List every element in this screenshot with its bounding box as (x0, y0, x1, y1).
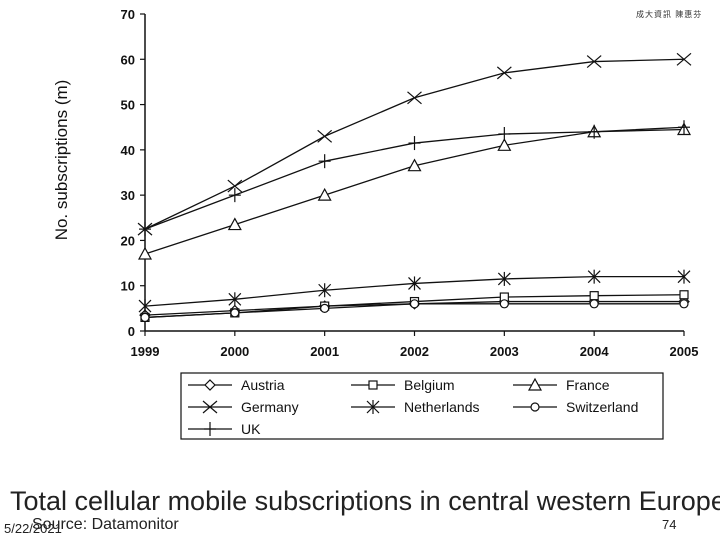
series-group (137, 52, 692, 323)
data-point-netherlands-2003 (497, 271, 511, 286)
x-tick-label-2005: 2005 (670, 344, 699, 359)
legend-item-belgium: Belgium (351, 377, 455, 393)
data-point-france-2003 (497, 138, 512, 151)
y-tick-label-50: 50 (121, 98, 135, 113)
legend-marker-germany (202, 400, 218, 414)
y-axis-label: No. subscriptions (m) (52, 80, 71, 241)
x-tick-label-2004: 2004 (580, 344, 610, 359)
legend-label-belgium: Belgium (404, 377, 455, 393)
data-point-switzerland-2003 (499, 299, 509, 309)
legend-item-germany: Germany (188, 399, 299, 415)
y-ticks: 0 10 20 30 40 50 60 70 (121, 7, 145, 339)
data-point-belgium-2005 (679, 290, 689, 300)
line-chart: No. subscriptions (m) 0 10 20 30 40 50 60 70 19… (52, 7, 699, 440)
series-uk (139, 120, 690, 237)
series-germany (137, 52, 692, 236)
y-tick-label-20: 20 (121, 233, 135, 248)
legend-label-austria: Austria (241, 377, 285, 393)
slide-title: Total cellular mobile subscriptions in c… (10, 486, 720, 516)
data-point-france-1999 (137, 246, 153, 260)
data-point-netherlands-2004 (587, 269, 601, 284)
data-point-germany-2000 (227, 179, 243, 193)
data-point-germany-2004 (586, 55, 602, 69)
y-tick-label-70: 70 (121, 7, 135, 22)
legend-item-france: France (513, 377, 610, 393)
data-point-netherlands-2001 (318, 283, 332, 298)
legend: Austria Belgium France Germany Netherlands Sw… (180, 372, 664, 440)
data-point-uk-2001 (318, 154, 331, 169)
legend-marker-switzerland (530, 402, 540, 412)
legend-marker-france (527, 377, 543, 391)
legend-item-netherlands: Netherlands (351, 399, 480, 415)
x-tick-label-2000: 2000 (220, 344, 249, 359)
legend-label-france: France (566, 377, 610, 393)
legend-item-switzerland: Switzerland (513, 399, 638, 415)
data-point-germany-2003 (496, 66, 512, 80)
data-point-uk-2002 (408, 136, 421, 151)
source-note: Source: Datamonitor (32, 516, 179, 533)
y-tick-label-30: 30 (121, 188, 135, 203)
data-point-uk-1999 (139, 222, 151, 237)
data-point-uk-2004 (588, 124, 601, 139)
data-point-switzerland-2005 (679, 299, 689, 309)
watermark-text: 成大資訊 陳惠芬 (636, 10, 703, 19)
series-netherlands (138, 269, 691, 314)
legend-label-uk: UK (241, 421, 261, 437)
legend-item-austria: Austria (188, 377, 285, 393)
data-point-germany-2002 (407, 91, 422, 105)
legend-box (180, 372, 664, 440)
y-tick-label-60: 60 (121, 52, 135, 67)
series-switzerland (140, 299, 689, 323)
data-point-netherlands-2005 (677, 269, 691, 284)
x-ticks: 1999 2000 2001 2002 2003 2004 2005 (131, 331, 699, 359)
data-point-france-2001 (317, 187, 332, 201)
data-point-belgium-2004 (589, 291, 599, 301)
y-tick-label-0: 0 (128, 324, 135, 339)
data-point-france-2002 (407, 158, 422, 172)
legend-marker-belgium (368, 380, 378, 390)
legend-marker-uk (204, 422, 216, 436)
data-point-switzerland-2004 (589, 299, 599, 309)
legend-label-switzerland: Switzerland (566, 399, 638, 415)
data-point-uk-2005 (678, 120, 690, 135)
x-tick-label-2001: 2001 (310, 344, 339, 359)
data-point-france-2000 (227, 217, 242, 231)
x-tick-label-1999: 1999 (131, 344, 160, 359)
slide-date: 5/22/2021 (4, 521, 62, 536)
legend-marker-netherlands (366, 400, 380, 414)
data-point-switzerland-1999 (140, 312, 150, 323)
data-point-netherlands-2002 (408, 276, 421, 291)
data-point-germany-2005 (676, 52, 692, 66)
data-point-switzerland-2002 (409, 299, 420, 309)
y-tick-label-40: 40 (121, 143, 135, 158)
page-number: 74 (662, 517, 677, 532)
data-point-germany-2001 (317, 129, 333, 143)
y-tick-label-10: 10 (121, 279, 135, 294)
data-point-switzerland-2000 (230, 308, 240, 318)
data-point-switzerland-2001 (320, 303, 330, 313)
data-point-uk-2000 (228, 188, 241, 203)
legend-label-netherlands: Netherlands (404, 399, 480, 415)
legend-item-uk: UK (188, 421, 261, 437)
data-point-uk-2003 (498, 127, 511, 142)
legend-marker-austria (204, 379, 216, 391)
x-tick-label-2003: 2003 (490, 344, 519, 359)
x-tick-label-2002: 2002 (400, 344, 429, 359)
data-point-netherlands-1999 (138, 299, 152, 314)
legend-label-germany: Germany (241, 399, 299, 415)
data-point-netherlands-2000 (228, 292, 242, 307)
